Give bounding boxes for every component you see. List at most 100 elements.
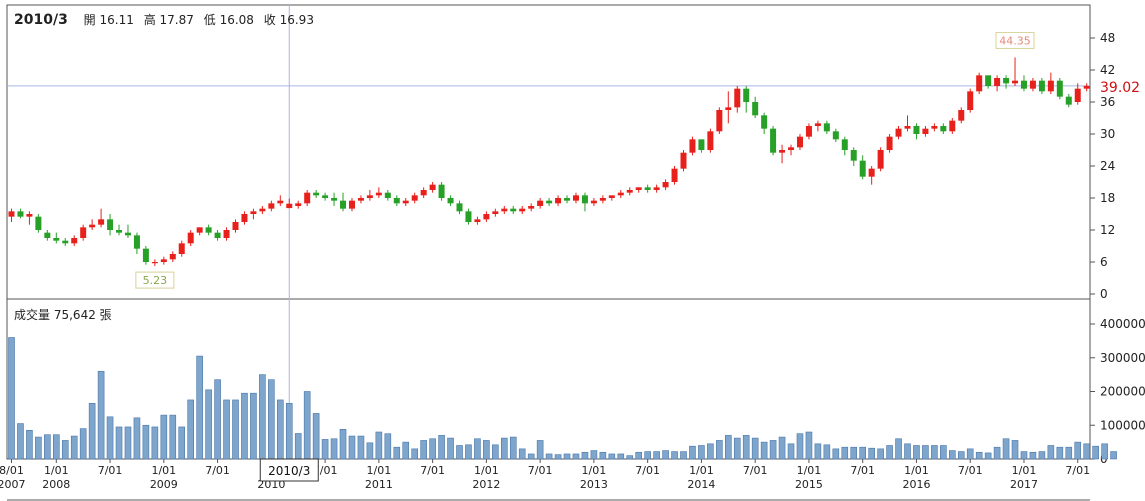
volume-tick-label: 100000	[1100, 418, 1145, 432]
candle-body	[286, 203, 293, 209]
volume-bar	[850, 446, 858, 460]
candle-body	[581, 195, 588, 204]
volume-bar	[536, 440, 544, 460]
candle-body	[528, 206, 535, 209]
volume-bar	[348, 435, 356, 460]
volume-bar	[1020, 451, 1028, 460]
volume-bar	[689, 445, 696, 460]
volume-bar	[357, 435, 365, 460]
cursor-date-box	[259, 458, 319, 482]
high-value: 17.87	[159, 13, 194, 27]
x-tick-year-label: 2013	[580, 478, 608, 491]
volume-bar	[707, 443, 714, 460]
volume-bar	[447, 437, 454, 460]
volume-bar	[285, 403, 293, 460]
volume-bar	[877, 448, 884, 460]
x-tick-year-label: 2015	[795, 478, 823, 491]
volume-bar	[133, 417, 141, 460]
candle-body	[331, 198, 338, 201]
y-tick-label: 6	[1100, 255, 1108, 269]
x-tick-year-label: 2016	[902, 478, 930, 491]
volume-bar	[259, 374, 266, 460]
candle-body	[62, 240, 69, 244]
volume-bar	[8, 337, 15, 460]
volume-bar	[662, 450, 669, 460]
candle-body	[698, 139, 705, 150]
candle-body	[214, 232, 221, 238]
x-tick-month-label: 1/01	[689, 464, 714, 477]
volume-bar	[993, 446, 1001, 460]
x-tick-month-label: 7/01	[1065, 464, 1090, 477]
volume-bar	[276, 399, 284, 460]
price-panel-frame	[6, 4, 1091, 300]
volume-bar	[1092, 445, 1099, 460]
candle-body	[1074, 88, 1081, 102]
volume-bar	[653, 451, 660, 460]
candle-body	[340, 200, 347, 209]
candle-body	[429, 184, 436, 190]
volume-header: 成交量 75,642 張	[14, 306, 112, 323]
volume-bar	[841, 446, 849, 460]
candle-body	[492, 211, 499, 214]
volume-bar	[742, 435, 750, 460]
candle-body	[89, 224, 96, 228]
x-tick-year-label: 2007	[0, 478, 26, 491]
volume-bar	[124, 426, 132, 460]
volume-bar	[931, 445, 938, 460]
candle-body	[644, 187, 651, 190]
volume-bar	[716, 440, 723, 460]
candle-body	[98, 219, 105, 225]
candle-body	[788, 147, 795, 150]
volume-bar	[169, 414, 177, 460]
volume-bar	[895, 438, 902, 460]
candle-body	[904, 126, 911, 129]
candle-body	[501, 208, 508, 212]
candle-body	[295, 203, 302, 206]
low-label: 低	[203, 13, 216, 27]
candle-body	[564, 198, 571, 201]
volume-bar	[160, 414, 168, 460]
volume-bar	[518, 448, 526, 460]
volume-bar	[626, 455, 634, 460]
volume-bar	[590, 450, 598, 460]
candle-body	[402, 200, 409, 204]
price-info-header: 2010/3 開 16.11 高 17.87 低 16.08 收 16.93	[14, 11, 314, 28]
volume-bar	[608, 453, 616, 460]
volume-bar	[115, 426, 123, 460]
volume-bar	[859, 446, 867, 460]
candle-body	[35, 216, 42, 230]
volume-bar	[17, 423, 24, 460]
candle-body	[770, 128, 777, 153]
candle-body	[985, 75, 992, 86]
volume-bar	[769, 440, 777, 460]
volume-bar	[1038, 451, 1046, 460]
candle-body	[913, 126, 920, 134]
candle-body	[26, 214, 33, 217]
y-tick-label: 18	[1100, 191, 1115, 205]
volume-bar	[509, 436, 517, 460]
candle-body	[734, 88, 741, 108]
candle-body	[348, 200, 355, 209]
x-tick-month-label: 1/01	[367, 464, 392, 477]
volume-bar	[44, 434, 51, 460]
y-tick-label: 24	[1100, 159, 1115, 173]
x-tick-year-label: 2008	[42, 478, 70, 491]
x-tick-month-label: 7/01	[528, 464, 553, 477]
candle-body	[519, 208, 526, 212]
volume-bar	[35, 436, 42, 460]
candle-body	[635, 187, 642, 190]
volume-bar	[26, 430, 33, 460]
volume-unit: 張	[99, 308, 112, 322]
candle-body	[241, 214, 248, 222]
candle-body	[546, 200, 553, 204]
volume-bar	[1002, 438, 1010, 460]
candle-body	[868, 168, 875, 177]
volume-bar	[563, 453, 571, 460]
volume-bar	[241, 392, 248, 460]
volume-bar	[1056, 446, 1064, 460]
x-tick-month-label: 8/01	[0, 464, 24, 477]
volume-bar	[402, 441, 410, 460]
candle-body	[8, 211, 15, 217]
candle-body	[877, 150, 884, 169]
